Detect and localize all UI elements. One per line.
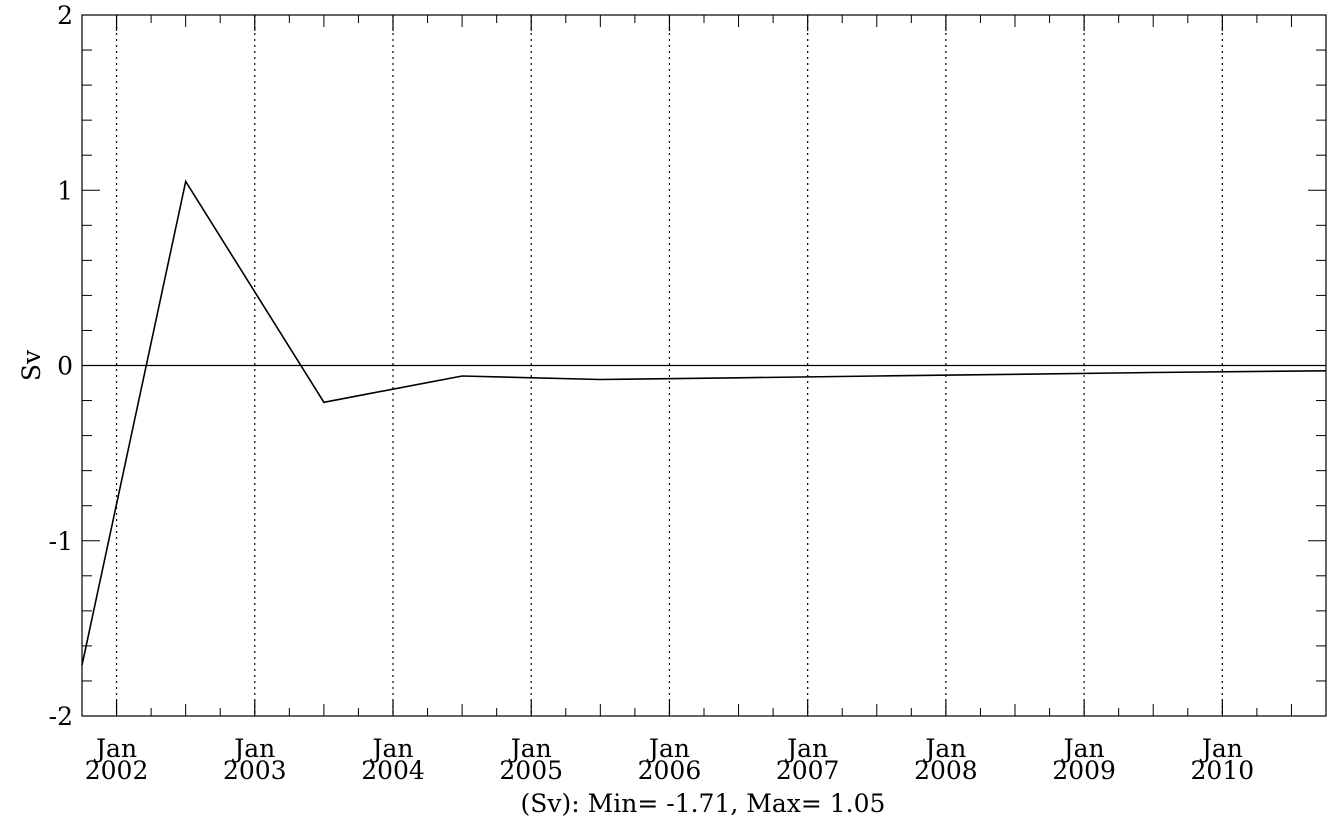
x-tick-label-month: Jan [231,734,275,763]
x-tick-label-year: 2006 [638,756,702,785]
tick-labels: Jan2002Jan2003Jan2004Jan2005Jan2006Jan20… [49,1,1255,785]
x-tick-label-month: Jan [1061,734,1105,763]
x-tick-label-month: Jan [508,734,552,763]
x-tick-label-year: 2002 [85,756,149,785]
y-axis-title: Sv [17,349,46,381]
y-tick-label: 1 [57,176,73,205]
data-series-line [81,179,1327,666]
plot-frame [81,14,1327,717]
x-tick-label-year: 2007 [776,756,840,785]
y-tick-label: -1 [49,527,73,556]
y-tick-label: -2 [49,702,73,731]
x-tick-label-month: Jan [1199,734,1243,763]
x-tick-label-year: 2003 [223,756,287,785]
y-tick-label: 2 [57,1,73,30]
x-tick-label-month: Jan [646,734,690,763]
x-tick-label-month: Jan [93,734,137,763]
x-tick-label-year: 2008 [914,756,978,785]
x-tick-label-year: 2010 [1191,756,1255,785]
x-tick-label-year: 2009 [1052,756,1116,785]
x-tick-label-year: 2004 [361,756,425,785]
x-tick-label-month: Jan [369,734,413,763]
x-tick-label-month: Jan [922,734,966,763]
y-tick-label: 0 [57,352,73,381]
x-axis-title: (Sv): Min= -1.71, Max= 1.05 [521,789,886,818]
x-tick-label-month: Jan [784,734,828,763]
x-tick-label-year: 2005 [499,756,563,785]
